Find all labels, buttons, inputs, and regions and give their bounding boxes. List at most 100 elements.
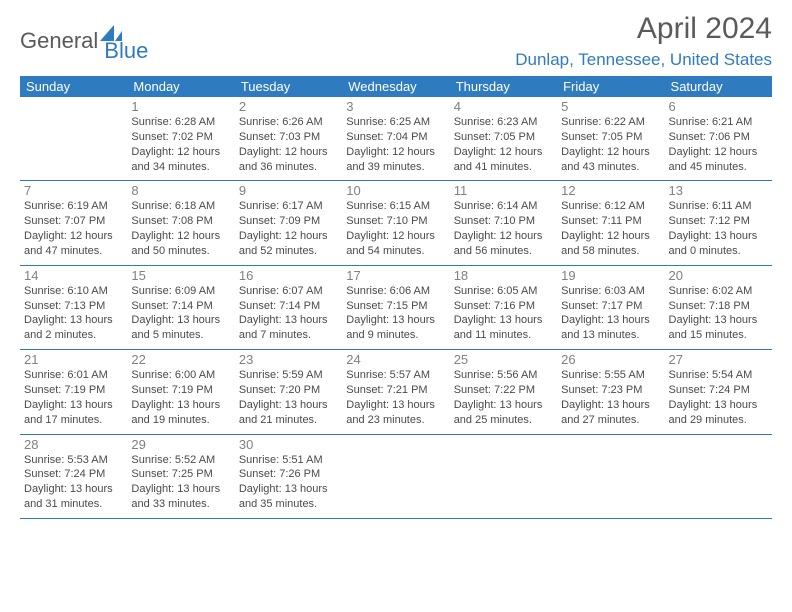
day-cell: 11Sunrise: 6:14 AMSunset: 7:10 PMDayligh… xyxy=(450,181,557,265)
day-number: 3 xyxy=(346,99,445,114)
daylight-line-1: Daylight: 13 hours xyxy=(239,482,338,497)
daylight-line-2: and 29 minutes. xyxy=(669,413,768,428)
sunset-line: Sunset: 7:11 PM xyxy=(561,214,660,229)
calendar-table: SundayMondayTuesdayWednesdayThursdayFrid… xyxy=(20,76,772,519)
day-cell: 21Sunrise: 6:01 AMSunset: 7:19 PMDayligh… xyxy=(20,350,127,434)
day-cell xyxy=(557,434,664,518)
daylight-line-1: Daylight: 13 hours xyxy=(454,398,553,413)
weekday-header: Monday xyxy=(127,76,234,97)
day-cell: 16Sunrise: 6:07 AMSunset: 7:14 PMDayligh… xyxy=(235,265,342,349)
sunset-line: Sunset: 7:09 PM xyxy=(239,214,338,229)
week-row: 14Sunrise: 6:10 AMSunset: 7:13 PMDayligh… xyxy=(20,265,772,349)
weekday-header: Tuesday xyxy=(235,76,342,97)
day-cell xyxy=(450,434,557,518)
daylight-line-2: and 23 minutes. xyxy=(346,413,445,428)
sunrise-line: Sunrise: 6:05 AM xyxy=(454,284,553,299)
sunrise-line: Sunrise: 6:10 AM xyxy=(24,284,123,299)
day-number: 16 xyxy=(239,268,338,283)
daylight-line-2: and 33 minutes. xyxy=(131,497,230,512)
daylight-line-2: and 15 minutes. xyxy=(669,328,768,343)
daylight-line-1: Daylight: 13 hours xyxy=(669,398,768,413)
day-number: 13 xyxy=(669,183,768,198)
calendar-head: SundayMondayTuesdayWednesdayThursdayFrid… xyxy=(20,76,772,97)
sunrise-line: Sunrise: 5:57 AM xyxy=(346,368,445,383)
day-cell: 22Sunrise: 6:00 AMSunset: 7:19 PMDayligh… xyxy=(127,350,234,434)
sunrise-line: Sunrise: 6:25 AM xyxy=(346,115,445,130)
sunrise-line: Sunrise: 6:26 AM xyxy=(239,115,338,130)
day-cell: 26Sunrise: 5:55 AMSunset: 7:23 PMDayligh… xyxy=(557,350,664,434)
weekday-header: Sunday xyxy=(20,76,127,97)
daylight-line-1: Daylight: 12 hours xyxy=(346,229,445,244)
logo-text-general: General xyxy=(20,28,98,54)
daylight-line-2: and 58 minutes. xyxy=(561,244,660,259)
sunrise-line: Sunrise: 5:54 AM xyxy=(669,368,768,383)
daylight-line-2: and 56 minutes. xyxy=(454,244,553,259)
daylight-line-1: Daylight: 13 hours xyxy=(454,313,553,328)
daylight-line-1: Daylight: 12 hours xyxy=(131,145,230,160)
sunset-line: Sunset: 7:02 PM xyxy=(131,130,230,145)
daylight-line-1: Daylight: 13 hours xyxy=(561,313,660,328)
daylight-line-2: and 7 minutes. xyxy=(239,328,338,343)
daylight-line-2: and 43 minutes. xyxy=(561,160,660,175)
daylight-line-1: Daylight: 13 hours xyxy=(24,313,123,328)
sunrise-line: Sunrise: 6:09 AM xyxy=(131,284,230,299)
daylight-line-1: Daylight: 13 hours xyxy=(669,313,768,328)
sunset-line: Sunset: 7:19 PM xyxy=(131,383,230,398)
sunset-line: Sunset: 7:18 PM xyxy=(669,299,768,314)
day-number: 22 xyxy=(131,352,230,367)
day-number: 29 xyxy=(131,437,230,452)
sunset-line: Sunset: 7:03 PM xyxy=(239,130,338,145)
weekday-header: Saturday xyxy=(665,76,772,97)
calendar-body: 1Sunrise: 6:28 AMSunset: 7:02 PMDaylight… xyxy=(20,97,772,518)
day-cell: 28Sunrise: 5:53 AMSunset: 7:24 PMDayligh… xyxy=(20,434,127,518)
day-number: 30 xyxy=(239,437,338,452)
daylight-line-1: Daylight: 12 hours xyxy=(346,145,445,160)
day-cell: 5Sunrise: 6:22 AMSunset: 7:05 PMDaylight… xyxy=(557,97,664,181)
day-cell: 27Sunrise: 5:54 AMSunset: 7:24 PMDayligh… xyxy=(665,350,772,434)
weekday-row: SundayMondayTuesdayWednesdayThursdayFrid… xyxy=(20,76,772,97)
daylight-line-2: and 39 minutes. xyxy=(346,160,445,175)
sunrise-line: Sunrise: 5:52 AM xyxy=(131,453,230,468)
sunset-line: Sunset: 7:06 PM xyxy=(669,130,768,145)
sunrise-line: Sunrise: 6:21 AM xyxy=(669,115,768,130)
day-cell: 29Sunrise: 5:52 AMSunset: 7:25 PMDayligh… xyxy=(127,434,234,518)
daylight-line-2: and 13 minutes. xyxy=(561,328,660,343)
sunset-line: Sunset: 7:25 PM xyxy=(131,467,230,482)
daylight-line-2: and 27 minutes. xyxy=(561,413,660,428)
sunrise-line: Sunrise: 6:11 AM xyxy=(669,199,768,214)
day-cell: 19Sunrise: 6:03 AMSunset: 7:17 PMDayligh… xyxy=(557,265,664,349)
day-cell: 8Sunrise: 6:18 AMSunset: 7:08 PMDaylight… xyxy=(127,181,234,265)
sunrise-line: Sunrise: 6:00 AM xyxy=(131,368,230,383)
sunset-line: Sunset: 7:21 PM xyxy=(346,383,445,398)
day-number: 9 xyxy=(239,183,338,198)
daylight-line-2: and 41 minutes. xyxy=(454,160,553,175)
sunset-line: Sunset: 7:10 PM xyxy=(346,214,445,229)
day-number: 7 xyxy=(24,183,123,198)
daylight-line-1: Daylight: 13 hours xyxy=(239,313,338,328)
day-cell: 17Sunrise: 6:06 AMSunset: 7:15 PMDayligh… xyxy=(342,265,449,349)
sunset-line: Sunset: 7:23 PM xyxy=(561,383,660,398)
weekday-header: Wednesday xyxy=(342,76,449,97)
weekday-header: Friday xyxy=(557,76,664,97)
sunrise-line: Sunrise: 6:23 AM xyxy=(454,115,553,130)
sunrise-line: Sunrise: 5:56 AM xyxy=(454,368,553,383)
day-number: 19 xyxy=(561,268,660,283)
daylight-line-1: Daylight: 12 hours xyxy=(561,145,660,160)
logo: General Blue xyxy=(20,18,148,64)
daylight-line-1: Daylight: 12 hours xyxy=(24,229,123,244)
daylight-line-2: and 52 minutes. xyxy=(239,244,338,259)
day-cell xyxy=(342,434,449,518)
day-number: 11 xyxy=(454,183,553,198)
day-cell: 18Sunrise: 6:05 AMSunset: 7:16 PMDayligh… xyxy=(450,265,557,349)
sunset-line: Sunset: 7:07 PM xyxy=(24,214,123,229)
sunrise-line: Sunrise: 6:03 AM xyxy=(561,284,660,299)
day-cell: 14Sunrise: 6:10 AMSunset: 7:13 PMDayligh… xyxy=(20,265,127,349)
day-cell: 4Sunrise: 6:23 AMSunset: 7:05 PMDaylight… xyxy=(450,97,557,181)
daylight-line-2: and 9 minutes. xyxy=(346,328,445,343)
sunset-line: Sunset: 7:20 PM xyxy=(239,383,338,398)
daylight-line-2: and 21 minutes. xyxy=(239,413,338,428)
day-number: 5 xyxy=(561,99,660,114)
sunrise-line: Sunrise: 6:19 AM xyxy=(24,199,123,214)
page-header: General Blue April 2024 Dunlap, Tennesse… xyxy=(20,12,772,70)
daylight-line-2: and 5 minutes. xyxy=(131,328,230,343)
